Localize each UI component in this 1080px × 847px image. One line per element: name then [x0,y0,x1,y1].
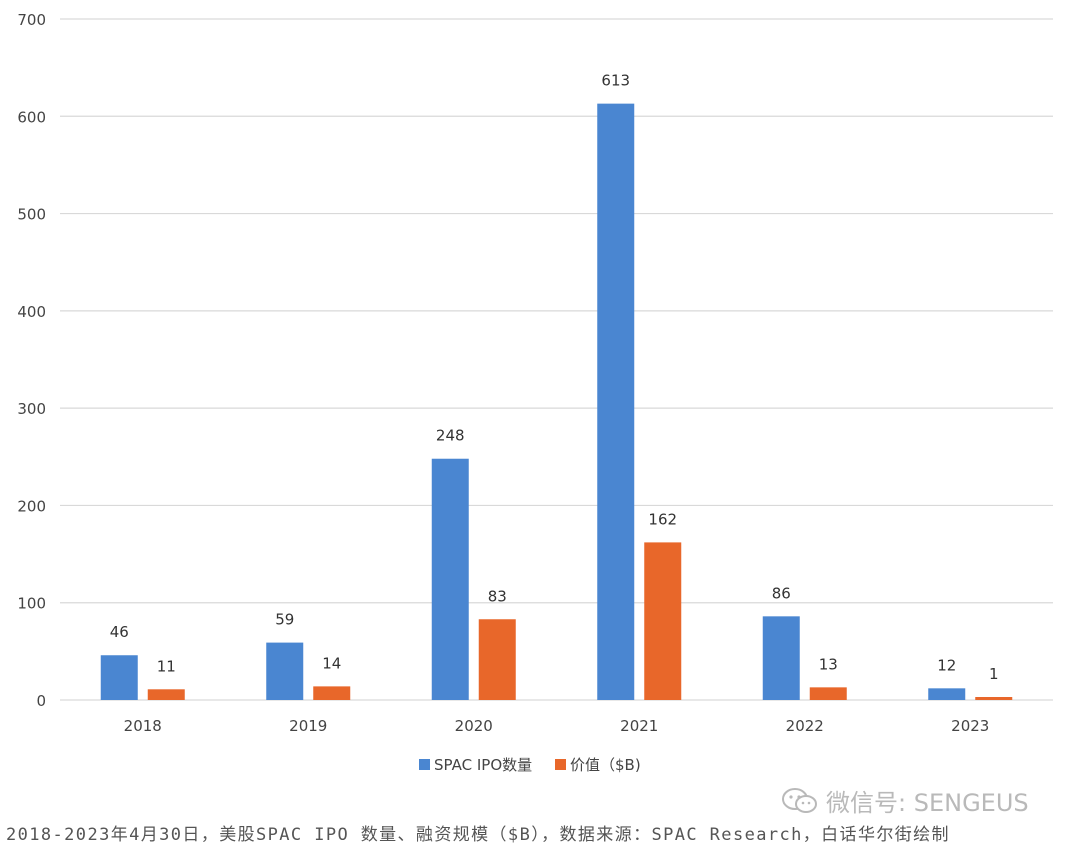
y-tick-label: 200 [17,497,46,515]
bar-value-2020 [478,619,516,700]
bar-value-2021 [644,542,682,700]
bar-value-2018 [147,689,185,700]
bar-spac-ipo-count-2019 [266,642,304,700]
x-tick-label: 2018 [124,717,162,735]
bar-spac-ipo-count-2022 [762,616,800,700]
data-label: 13 [819,655,838,673]
bar-spac-ipo-count-2020 [431,458,469,700]
y-tick-label: 100 [17,595,46,613]
legend-swatch [555,759,566,770]
x-tick-label: 2023 [951,717,989,735]
caption: 2018-2023年4月30日，美股SPAC IPO 数量、融资规模（$B），数… [6,825,950,845]
legend-swatch [419,759,430,770]
bar-spac-ipo-count-2018 [100,655,138,700]
data-label: 14 [322,654,341,672]
data-label: 83 [488,587,507,605]
bar-value-2019 [313,686,351,700]
y-tick-label: 600 [17,108,46,126]
data-label: 248 [436,427,465,445]
bar-spac-ipo-count-2023 [928,688,966,700]
bar-value-2022 [809,687,847,700]
data-label: 86 [772,584,791,602]
legend-label: SPAC IPO数量 [434,756,532,774]
bar-chart: 0 100 200 300 400 500 600 700 46 11 2018 59 14 2019 24… [17,11,1053,774]
watermark: 微信号: SENGEUS [780,783,1029,818]
data-label: 59 [275,611,294,629]
data-label: 162 [648,510,677,528]
legend-label: 价值（$B) [570,756,641,774]
y-tick-label: 500 [17,206,46,224]
data-label: 11 [157,657,176,675]
bar-value-2023 [975,697,1013,700]
x-tick-label: 2022 [786,717,824,735]
y-tick-label: 400 [17,303,46,321]
data-label: 1 [989,665,999,683]
y-tick-label: 300 [17,400,46,418]
wechat-icon [782,787,817,813]
y-tick-label: 700 [17,11,46,29]
x-tick-label: 2019 [289,717,327,735]
x-tick-label: 2021 [620,717,658,735]
data-label: 12 [937,656,956,674]
watermark-text: 微信号: SENGEUS [826,789,1029,817]
y-tick-label: 0 [36,692,46,710]
data-label: 613 [601,72,630,90]
bar-spac-ipo-count-2021 [597,103,635,701]
x-tick-label: 2020 [455,717,493,735]
data-label: 46 [110,623,129,641]
